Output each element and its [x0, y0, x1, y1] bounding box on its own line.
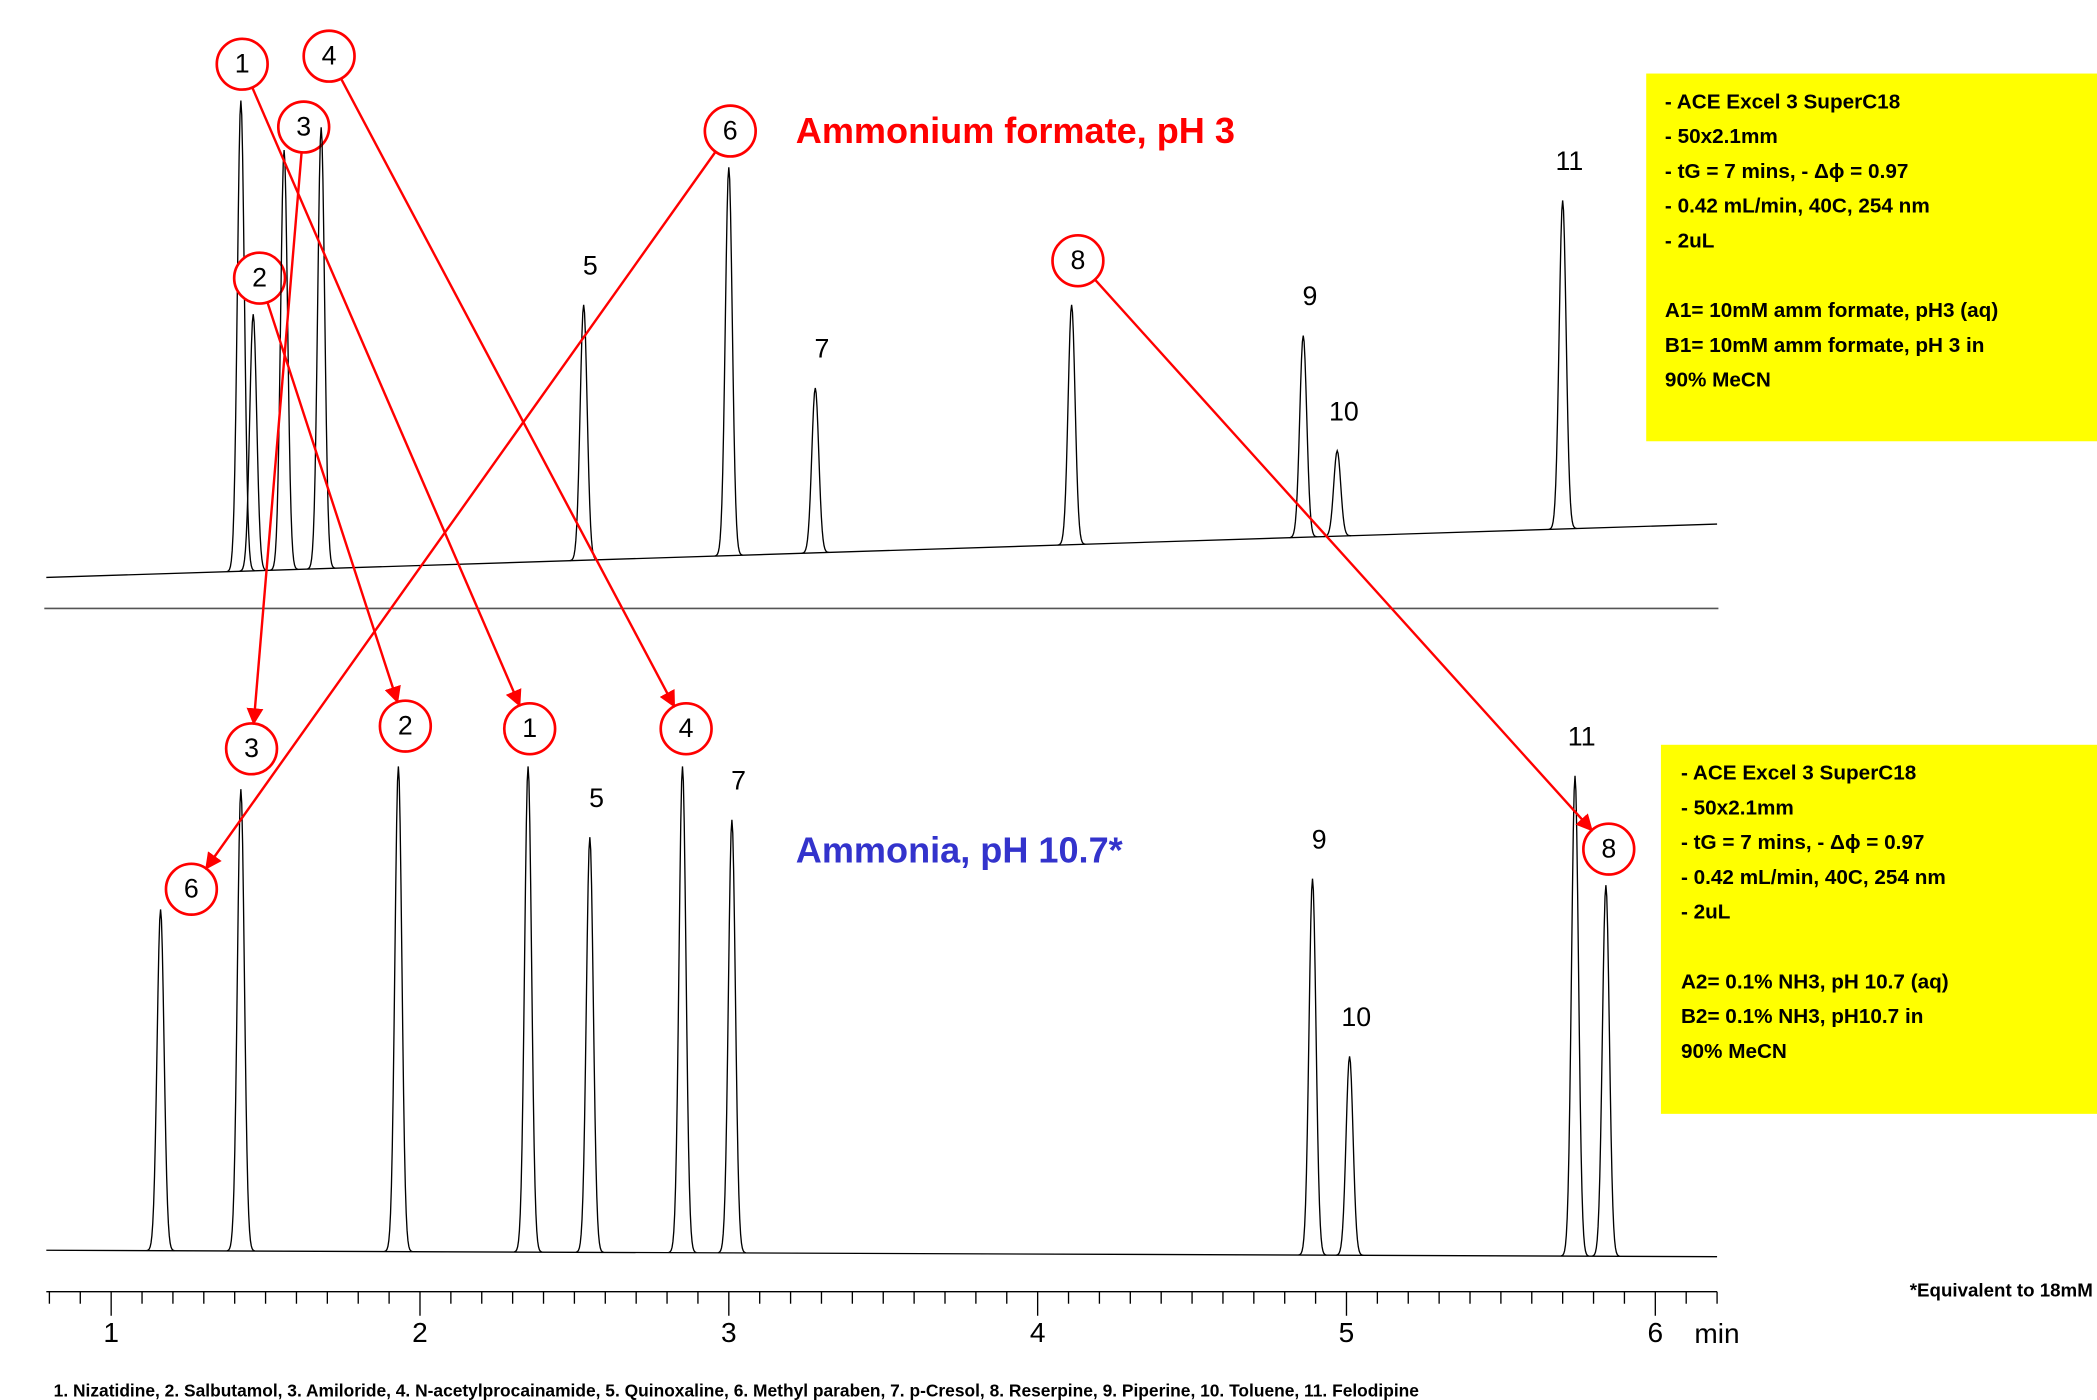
x-tick-label: 1 [103, 1317, 119, 1348]
peak-label: 1 [522, 713, 537, 743]
x-tick-label: 2 [412, 1317, 428, 1348]
peak-label: 2 [252, 263, 267, 293]
condition-line: - 0.42 mL/min, 40C, 254 nm [1665, 195, 1930, 218]
x-tick-label: 3 [721, 1317, 737, 1348]
peak [668, 766, 697, 1254]
baseline [46, 523, 1718, 579]
shift-arrow [251, 87, 522, 707]
condition-line: - ACE Excel 3 SuperC18 [1665, 90, 1900, 113]
peak [1591, 885, 1620, 1257]
shift-arrow [266, 301, 401, 704]
condition-line: - 50x2.1mm [1681, 796, 1794, 819]
peak [714, 167, 743, 557]
shift-arrow [205, 151, 717, 870]
mobile-phase-line: 90% MeCN [1681, 1040, 1787, 1063]
footnote: *Equivalent to 18mM [1910, 1280, 2093, 1301]
condition-line: - 50x2.1mm [1665, 125, 1778, 148]
peak-circle [502, 702, 557, 756]
peak-circle [659, 702, 713, 756]
peak-circle [1582, 822, 1636, 876]
peak [575, 837, 604, 1253]
peak-label: 8 [1070, 245, 1085, 275]
x-axis-label: min [1694, 1318, 1739, 1349]
condition-line: - tG = 7 mins, - Δϕ = 0.97 [1681, 831, 1924, 854]
peak [1057, 304, 1086, 546]
peak-label: 7 [815, 334, 830, 364]
peak-label: 4 [679, 713, 694, 743]
shift-arrow [1094, 278, 1593, 832]
peak-circle [164, 862, 219, 916]
peak-label: 8 [1601, 833, 1616, 863]
peak-label: 7 [731, 765, 746, 795]
baseline [46, 1249, 1718, 1258]
peak [384, 766, 413, 1253]
condition-line: - 0.42 mL/min, 40C, 254 nm [1681, 866, 1946, 889]
peak-circle [232, 251, 287, 305]
peak [569, 304, 598, 562]
x-tick-label: 6 [1647, 1317, 1663, 1348]
peak-label: 11 [1568, 721, 1596, 751]
mobile-phase-line: A2= 0.1% NH3, pH 10.7 (aq) [1681, 970, 1949, 993]
peak-circle [378, 699, 433, 753]
peak-label: 11 [1555, 146, 1583, 176]
x-tick-label: 4 [1030, 1317, 1046, 1348]
peak-label: 9 [1312, 824, 1327, 854]
peak-label: 6 [184, 874, 199, 904]
peak [801, 387, 830, 554]
peak-label: 4 [322, 41, 337, 71]
peak-circle [703, 104, 758, 158]
peak-label: 5 [589, 783, 604, 813]
peak [270, 149, 299, 571]
condition-line: - 2uL [1665, 229, 1715, 252]
conditions-box [1646, 73, 2097, 442]
peak [226, 789, 255, 1252]
peak-label: 2 [398, 710, 413, 740]
shift-arrow [246, 152, 303, 726]
compound-list: 1. Nizatidine, 2. Salbutamol, 3. Amilori… [54, 1381, 1420, 1400]
peak-label: 6 [723, 115, 738, 145]
peak [1298, 878, 1327, 1256]
series-title: Ammonium formate, pH 3 [796, 110, 1235, 151]
peak-circle [276, 100, 331, 154]
peak-label: 5 [583, 250, 598, 280]
peak [1548, 200, 1577, 530]
peak [717, 819, 746, 1254]
conditions-box [1660, 744, 2097, 1114]
peak-circle [215, 37, 269, 91]
peak [239, 314, 268, 572]
peak-label: 3 [296, 111, 311, 141]
peak-label: 9 [1302, 281, 1317, 311]
shift-arrow [339, 78, 676, 708]
peak [1560, 775, 1590, 1257]
peak-label: 3 [244, 733, 259, 763]
peak [226, 100, 255, 573]
mobile-phase-line: B1= 10mM amm formate, pH 3 in [1665, 334, 1985, 357]
peak [1335, 1056, 1364, 1256]
peak [1323, 448, 1352, 538]
mobile-phase-line: 90% MeCN [1665, 369, 1771, 392]
peak [1289, 335, 1318, 539]
peak-circle [302, 29, 356, 83]
peak [513, 766, 543, 1253]
x-tick-label: 5 [1339, 1317, 1355, 1348]
condition-line: - 2uL [1681, 901, 1731, 924]
mobile-phase-line: B2= 0.1% NH3, pH10.7 in [1681, 1005, 1923, 1028]
condition-line: - tG = 7 mins, - Δϕ = 0.97 [1665, 160, 1908, 183]
peak [146, 909, 175, 1252]
series-title: Ammonia, pH 10.7* [796, 830, 1124, 871]
condition-line: - ACE Excel 3 SuperC18 [1681, 762, 1916, 785]
mobile-phase-line: A1= 10mM amm formate, pH3 (aq) [1665, 299, 1998, 322]
peak [307, 127, 336, 570]
peak-label: 1 [235, 49, 250, 79]
peak-label: 10 [1329, 396, 1359, 426]
peak-label: 10 [1341, 1002, 1371, 1032]
peak-circle [1051, 234, 1105, 288]
